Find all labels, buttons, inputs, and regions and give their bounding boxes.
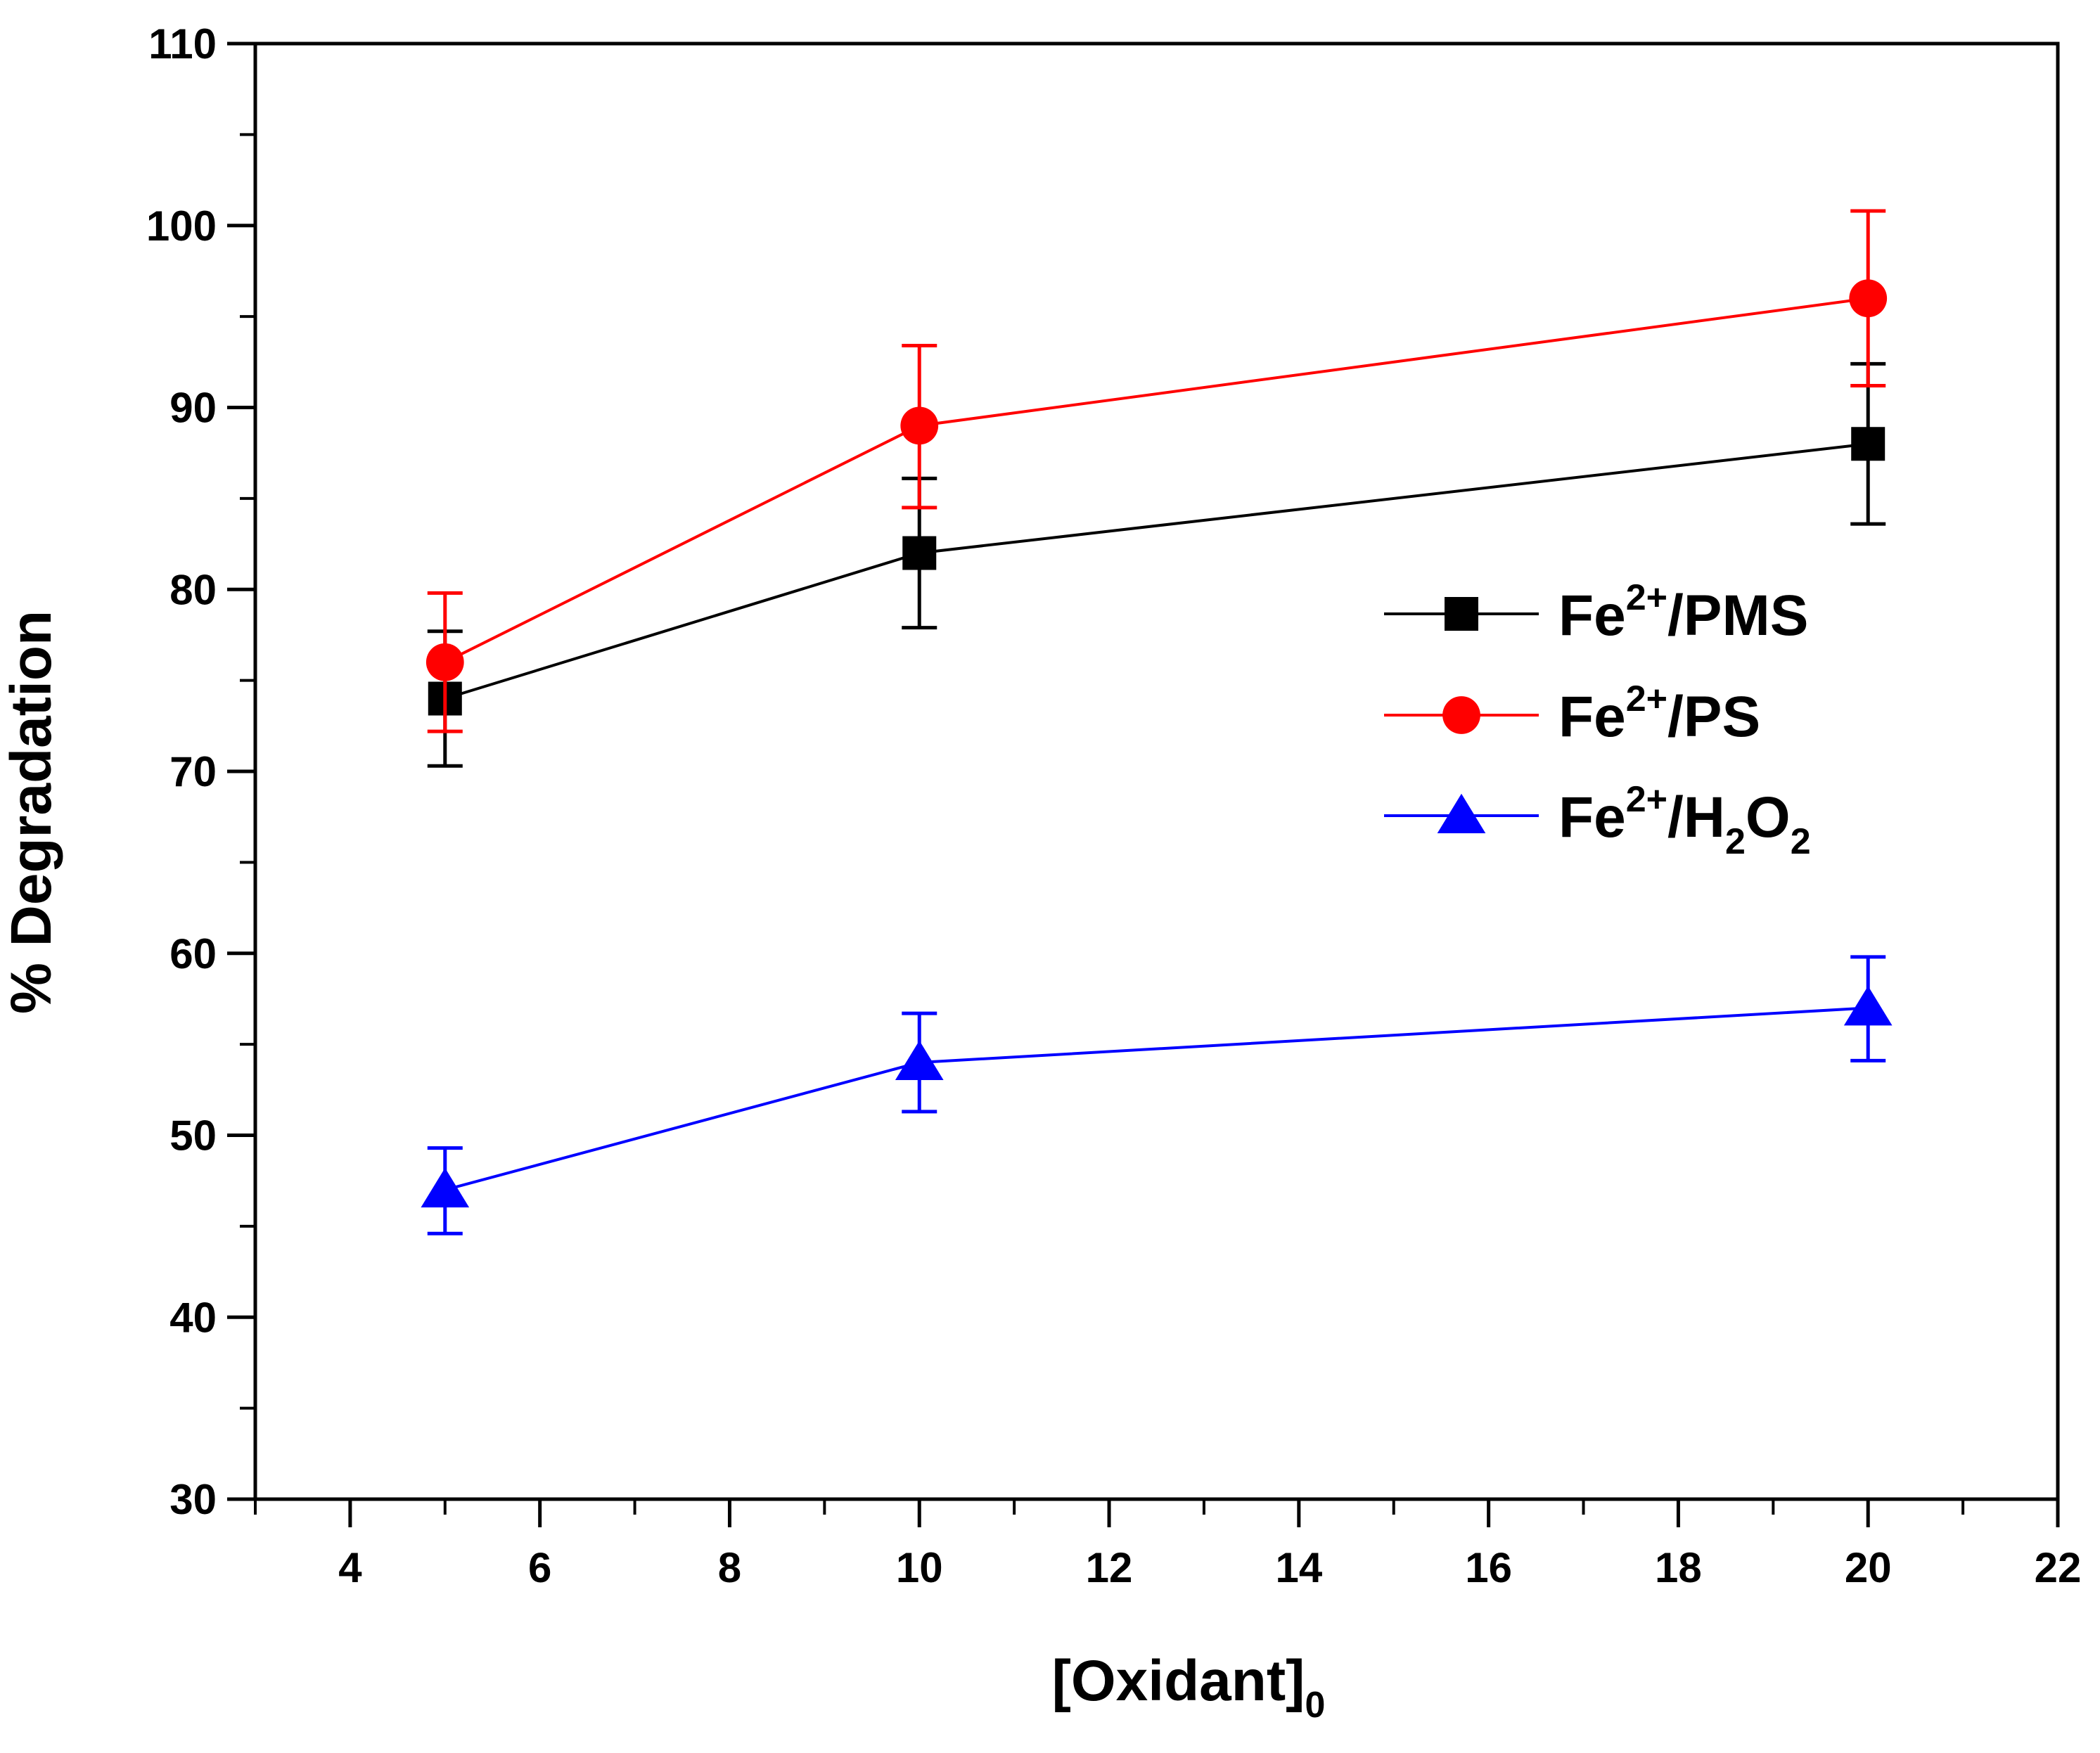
data-point <box>900 406 939 445</box>
legend-label-rest: O <box>1746 785 1791 849</box>
x-tick-label: 14 <box>1275 1544 1322 1591</box>
series-line <box>444 1006 1869 1192</box>
x-tick-label: 18 <box>1655 1544 1702 1591</box>
x-tick-label: 8 <box>718 1544 741 1591</box>
legend-label-superscript: 2+ <box>1626 577 1667 618</box>
legend-label-subscript: 2 <box>1791 821 1811 862</box>
plot-border <box>253 41 2060 1501</box>
x-axis-title: [Oxidant]0 <box>1052 1649 1326 1726</box>
x-tick-label: 10 <box>896 1544 943 1591</box>
legend-label-rest: /PMS <box>1667 584 1808 648</box>
y-axis-title: % Degradation <box>0 610 63 1014</box>
data-point <box>902 536 937 570</box>
data-point <box>1851 427 1885 461</box>
y-tick-label: 40 <box>169 1294 217 1341</box>
x-tick-label: 12 <box>1086 1544 1133 1591</box>
y-tick-label: 70 <box>169 748 217 795</box>
legend-label-base: Fe <box>1558 685 1626 749</box>
legend-label-subscript: 2 <box>1725 821 1746 862</box>
x-axis-title-main: [Oxidant] <box>1052 1649 1305 1713</box>
data-point <box>1843 986 1893 1026</box>
y-tick-label: 60 <box>169 930 217 977</box>
y-tick-label: 90 <box>169 385 217 432</box>
x-tick-label: 20 <box>1845 1544 1892 1591</box>
y-axis: 30 40 50 60 70 80 90 100 110 <box>146 20 255 1523</box>
plot-frame <box>253 41 2060 1501</box>
legend-entry: Fe2+/PMS <box>1384 577 1808 648</box>
legend-label-rest: /H <box>1667 785 1725 849</box>
x-tick-label: 6 <box>528 1544 551 1591</box>
y-tick-label: 50 <box>169 1112 217 1160</box>
y-tick-label: 100 <box>146 203 217 250</box>
series-line <box>444 442 1869 700</box>
series-triangle <box>421 955 1893 1235</box>
legend-entry: Fe2+/H2O2 <box>1384 779 1811 862</box>
data-point <box>895 1040 944 1080</box>
legend-label-base: Fe <box>1558 584 1626 648</box>
y-tick-label: 80 <box>169 566 217 613</box>
legend-entry: Fe2+/PS <box>1384 679 1760 749</box>
legend-label: Fe2+/H2O2 <box>1558 779 1811 862</box>
legend-marker <box>1445 597 1478 631</box>
legend-label-rest: /PS <box>1667 685 1760 749</box>
y-tick-label: 30 <box>169 1476 217 1523</box>
legend-label: Fe2+/PS <box>1558 679 1760 749</box>
legend-marker <box>1442 696 1480 734</box>
series-square <box>427 361 1886 768</box>
x-tick-label: 4 <box>338 1544 362 1591</box>
data-point <box>1849 279 1888 318</box>
legend-label-superscript: 2+ <box>1626 679 1667 719</box>
x-tick-label: 22 <box>2035 1544 2082 1591</box>
y-tick-label: 110 <box>148 20 217 68</box>
legend-marker <box>1437 793 1486 833</box>
legend-label-superscript: 2+ <box>1626 779 1667 820</box>
data-point <box>421 1167 470 1208</box>
legend-label-base: Fe <box>1558 785 1626 849</box>
legend-label: Fe2+/PMS <box>1558 577 1808 648</box>
series-circle <box>425 209 1888 733</box>
data-point <box>425 643 464 681</box>
x-axis: 4 6 8 10 12 14 16 18 20 22 <box>254 1499 2082 1591</box>
series-layer <box>421 209 1893 1235</box>
x-axis-title-subscript: 0 <box>1305 1685 1325 1726</box>
x-tick-label: 16 <box>1465 1544 1512 1591</box>
